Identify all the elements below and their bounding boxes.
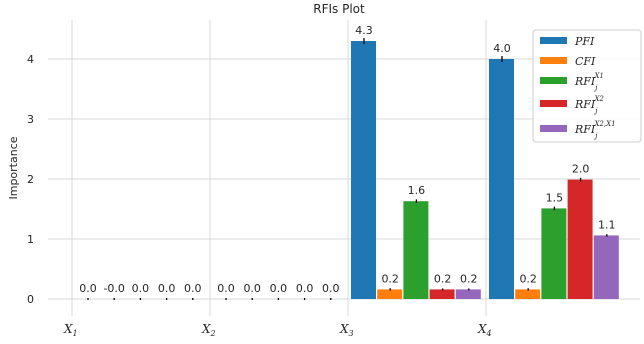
legend-label: RFIjX1 [574,72,604,92]
x-tick-label: X3 [339,322,354,338]
x-tick-labels: X1 X2 X3 X4 [63,322,492,338]
x-tick-label: X4 [477,322,492,338]
data-label: 1.5 [546,191,564,204]
data-label: 0.0 [79,282,97,295]
legend-item: PFI [540,35,595,48]
bar [593,235,619,299]
data-label: 0.0 [217,282,235,295]
data-label: 0.0 [322,282,340,295]
y-tick-label: 4 [27,53,34,66]
data-label: 1.1 [598,218,616,231]
legend-swatch [540,77,567,84]
legend-swatch [540,57,567,64]
legend-swatch [540,125,567,132]
data-label: 1.6 [408,184,426,197]
data-label: 0.2 [381,272,399,285]
bars-layer: 0.0 0.0 4.3 4.0 -0.0 0.0 0.2 0.2 0.0 0.0 1.6 1.5 0.0… [79,24,619,300]
data-label: 0.2 [519,272,537,285]
bar [455,289,481,299]
y-axis-label: Importance [7,136,20,199]
bar [515,289,541,299]
data-label: 0.2 [460,272,478,285]
data-label: 0.0 [132,282,150,295]
data-label: 0.0 [184,282,202,295]
data-label: 0.0 [270,282,288,295]
data-label: 0.2 [434,272,452,285]
y-tick-label: 0 [27,293,34,306]
bar [351,41,376,299]
legend-label: PFI [574,35,595,48]
data-label: -0.0 [103,282,124,295]
legend-swatch [540,100,567,107]
legend-item: RFIjX2 [540,95,604,115]
data-label: 2.0 [572,163,590,176]
grid-lines [48,20,640,316]
data-label: 0.0 [158,282,176,295]
legend-label: CFI [575,55,596,68]
data-label: 4.3 [355,24,373,37]
bar [403,201,429,299]
legend-item: RFIjX1 [540,72,604,92]
legend-label: RFIjX2 [574,95,604,115]
x-tick-label: X1 [63,322,78,338]
x-tick-label: X2 [201,322,216,338]
y-tick-label: 1 [27,233,34,246]
y-tick-label: 2 [27,173,34,186]
data-label: 4.0 [493,42,511,55]
data-label: 0.0 [243,282,261,295]
y-tick-label: 3 [27,113,34,126]
bar [567,179,593,299]
bar [429,289,455,299]
chart-title: RFIs Plot [313,2,365,16]
bar [541,208,567,299]
legend-item: CFI [540,55,596,68]
data-label: 0.0 [296,282,314,295]
y-tick-labels: 0 1 2 3 4 [27,53,34,306]
bar [377,289,403,299]
bar [489,59,514,299]
legend-swatch [540,37,567,44]
